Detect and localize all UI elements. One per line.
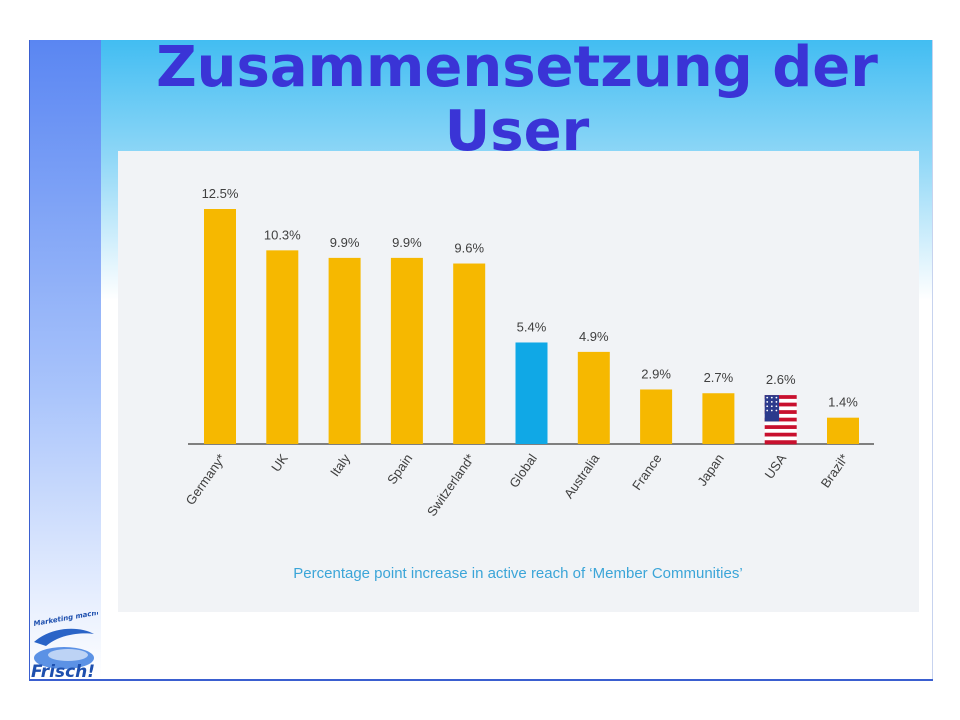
value-label: 2.9% [641,366,671,381]
category-label: Switzerland* [424,451,478,519]
bar-5 [515,342,548,444]
sidebar-border [29,40,30,680]
category-label: Global [506,451,540,490]
value-label: 4.9% [579,329,609,344]
bar-6 [577,351,610,444]
value-label: 9.9% [330,235,360,250]
bar-chart: 12.5% 10.3% 9.9% 9.9% 9.6% 5.4% 4.9% 2.9% 2.7% 2.… [183,186,874,582]
bar-0 [204,209,236,444]
value-label: 2.6% [766,372,796,387]
bar-2 [328,257,361,444]
category-label: France [629,451,664,493]
bar-1 [266,250,299,444]
value-label: 2.7% [704,370,734,385]
value-label: 12.5% [202,186,239,201]
category-label: Germany* [183,451,229,508]
frisch-logo: Marketing macht Frisch! [31,612,98,680]
bar-4 [453,263,486,444]
bottom-rule [29,679,933,681]
logo-tagline: Marketing macht [33,612,98,628]
category-label: Italy [327,451,353,480]
value-label: 9.6% [454,241,484,256]
logo-wave-highlight [48,649,88,661]
right-border [932,40,933,680]
category-label: Spain [384,451,415,487]
logo-wordmark: Frisch! [31,662,95,680]
category-label: Brazil* [818,451,852,490]
value-label: 1.4% [828,395,858,410]
bar-3 [390,257,423,444]
value-label: 10.3% [264,227,301,242]
bar-7 [640,389,673,444]
logo-swoosh-icon [34,628,94,646]
slide-title: Zusammensetzung der User [156,35,878,164]
category-label: Japan [694,451,727,489]
category-label: Australia [561,450,603,501]
chart-caption: Percentage point increase in active reac… [293,565,742,582]
category-label: USA [762,451,790,482]
bar-usa-flag [764,395,797,445]
bar-8 [702,393,735,444]
value-label: 5.4% [517,319,547,334]
bar-10 [827,417,859,444]
category-label: UK [268,451,291,475]
sidebar-gradient [29,40,101,680]
value-label: 9.9% [392,235,422,250]
chart-panel: 12.5% 10.3% 9.9% 9.9% 9.6% 5.4% 4.9% 2.9% 2.7% 2.… [118,151,919,612]
